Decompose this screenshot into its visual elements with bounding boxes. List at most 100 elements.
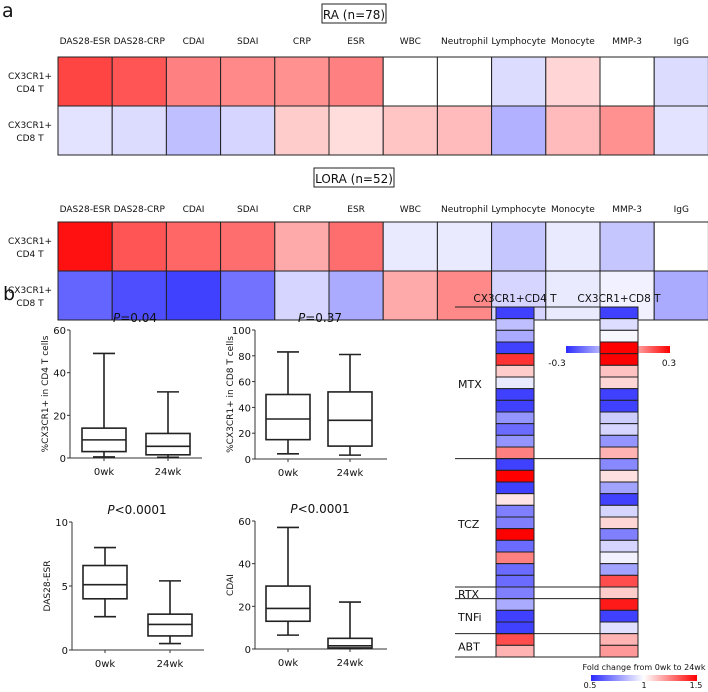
heatmap-cell [495,411,535,425]
y-tick-label: 60 [238,517,251,528]
panel-label-b: b [3,283,15,305]
x-tick-label: 0wk [95,659,116,670]
heatmap-cell [495,364,535,378]
heatmap-cell [382,221,438,272]
heatmap-cell [599,458,639,471]
plot-title: P=0.37 [298,311,342,325]
x-tick-label: 24wk [155,467,182,478]
column-header: CX3CR1+CD8 T [577,293,661,305]
column-header: Lymphocyte [491,205,546,215]
heatmap-cell [495,446,535,460]
y-tick-label: 40 [238,403,251,414]
group-title-box [313,167,395,188]
column-header: SDAI [237,37,258,47]
y-tick-label: 20 [238,602,251,613]
row-label-line2: CD4 T [16,85,44,95]
heatmap-cell [599,56,655,107]
row-label-line1: CX3CR1+ [8,72,52,82]
heatmap-cell [57,56,113,107]
heatmap-cell [220,270,276,321]
x-tick-label: 0wk [278,468,299,479]
column-header: ESR [347,205,365,215]
column-header: IgG [674,37,689,47]
column-header: Neutrophil [441,37,488,47]
column-header: Monocyte [551,37,595,47]
heatmap-cell [495,516,535,530]
heatmap-cell [382,105,438,156]
row-label-line1: CX3CR1+ [8,286,52,296]
heatmap-cell [653,221,708,272]
x-tick-label: 0wk [278,658,299,669]
row-group-label: RTX [458,588,480,601]
column-header: CDAI [183,205,205,215]
y-tick-label: 0 [60,454,66,465]
y-tick-label: 60 [53,326,66,337]
heatmap-cell [599,481,639,495]
heatmap-cell [491,221,547,272]
heatmap-cell [599,644,639,658]
row-label-line1: CX3CR1+ [8,121,52,131]
heatmap-cell [599,574,639,588]
heatmap-cell [599,353,639,366]
y-axis-label: %CX3CR1+ in CD8 T cells [226,336,236,453]
heatmap-cell [495,644,535,658]
y-tick-label: 0 [245,455,251,466]
heatmap-cell [599,598,639,611]
y-tick-label: 0 [245,645,251,656]
y-tick-label: 80 [238,352,251,363]
group-title-box [321,3,387,24]
heatmap-cell [599,105,655,156]
box [82,564,128,600]
group-title: LORA (n=52) [315,172,393,186]
heatmap-cell [599,493,639,506]
heatmap-cell [165,105,222,156]
column-header: Neutrophil [441,205,488,215]
heatmap-cell [495,434,535,448]
row-label-line2: CD4 T [16,250,44,260]
heatmap-cell [599,563,639,576]
heatmap-cell [495,458,535,471]
plot-title: P<0.0001 [107,503,166,517]
heatmap-cell [545,221,601,272]
y-axis-label: DAS28-ESR [43,561,53,612]
heatmap-cell [111,105,167,156]
column-header: MMP-3 [612,205,642,215]
heatmap-cell [495,574,535,588]
column-header: ESR [347,37,365,47]
heatmap-cell [491,56,547,107]
box [265,585,311,623]
heatmap-cell [165,56,222,107]
column-header: SDAI [237,205,258,215]
heatmap-cell [599,504,639,518]
group-title: RA (n=78) [323,8,385,22]
heatmap-cell [599,434,639,448]
heatmap-cell [220,221,276,272]
row-group-label: MTX [458,378,482,391]
y-tick-label: 40 [238,560,251,571]
heatmap-cell [111,221,167,272]
heatmap-cell [599,551,639,565]
heatmap-cell [111,270,167,321]
box [265,393,311,441]
heatmap-cell [57,105,113,156]
column-header: DAS28-ESR [60,37,111,47]
heatmap-cell [545,56,601,107]
column-header: WBC [400,37,421,47]
heatmap-cell [495,621,535,635]
heatmap-cell [599,329,639,343]
column-header: WBC [400,205,421,215]
y-tick-label: 0 [62,646,68,657]
heatmap-cell [599,621,639,635]
colorbar-tick: -0.3 [548,359,566,369]
heatmap-cell [495,318,535,331]
row-group-label: TNFi [457,611,482,624]
column-header: CRP [293,37,312,47]
heatmap-cell [274,56,330,107]
heatmap-cell [599,306,639,320]
colorbar-title: Fold change from 0wk to 24wk [583,663,706,672]
heatmap-cell [599,318,639,331]
column-header: CRP [293,205,312,215]
heatmap-cell [599,469,639,483]
box [327,391,373,447]
x-tick-label: 24wk [337,468,364,479]
